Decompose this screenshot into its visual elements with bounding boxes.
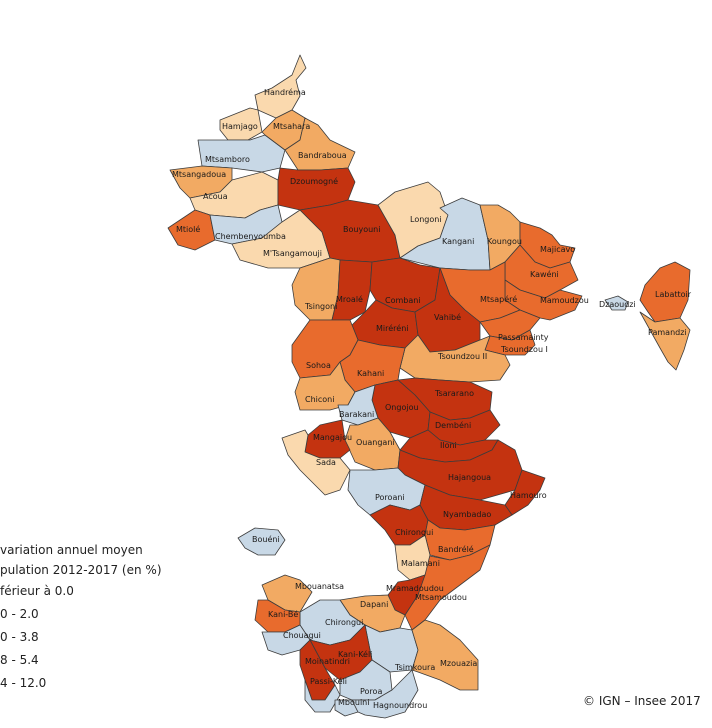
legend-classes: férieur à 0.0 0 - 2.0 0 - 3.8 8 - 5.4 4 - 12… (0, 580, 200, 695)
legend-title-line-2: pulation 2012-2017 (en %) (0, 563, 162, 577)
commune-bandraboua (284, 117, 356, 171)
commune-dzaoudzi (604, 295, 629, 311)
commune-boueni (237, 527, 286, 556)
commune-hamjago (219, 107, 263, 141)
commune-mbouini (334, 699, 359, 717)
legend-title-line-1: variation annuel moyen (0, 543, 143, 557)
legend-class-1: férieur à 0.0 (0, 584, 74, 598)
map-credit: © IGN – Insee 2017 (583, 694, 701, 708)
commune-labattoir (639, 261, 691, 323)
commune-mzouazia (411, 619, 479, 691)
commune-hagnoundrou (351, 669, 419, 719)
commune-sada (281, 429, 351, 496)
commune-handrema (254, 54, 307, 119)
commune-bandrele (424, 519, 496, 561)
commune-chiconi (294, 361, 356, 411)
commune-malamani (394, 534, 431, 581)
commune-mangajou (304, 419, 351, 459)
commune-pamandzi (639, 311, 691, 371)
commune-barakani (337, 384, 379, 426)
legend-class-5: 4 - 12.0 (0, 676, 47, 690)
legend-class-3: 0 - 3.8 (0, 630, 39, 644)
commune-mtiole (167, 209, 216, 251)
legend-class-2: 0 - 2.0 (0, 607, 39, 621)
legend-class-4: 8 - 5.4 (0, 653, 39, 667)
map-legend: variation annuel moyen pulation 2012-201… (0, 540, 200, 695)
